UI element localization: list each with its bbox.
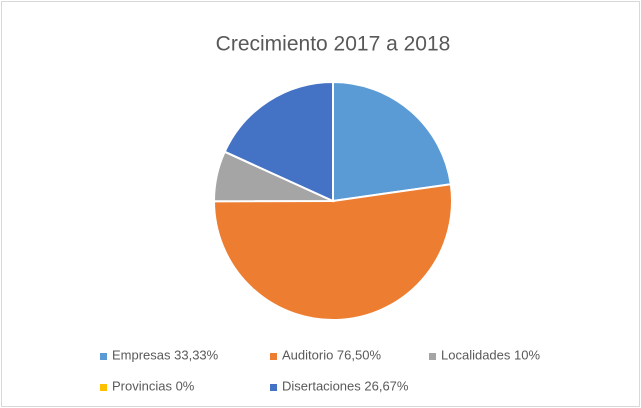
legend-swatch bbox=[429, 353, 436, 360]
legend-swatch bbox=[100, 384, 107, 391]
legend-swatch bbox=[270, 353, 277, 360]
pie-slice bbox=[332, 80, 452, 203]
legend-label: Localidades 10% bbox=[441, 347, 540, 362]
pie-slice bbox=[223, 80, 334, 203]
legend-swatch bbox=[100, 353, 107, 360]
legend-label: Provincias 0% bbox=[112, 378, 195, 393]
chart-title: Crecimiento 2017 a 2018 bbox=[216, 33, 451, 56]
legend-label: Empresas 33,33% bbox=[112, 347, 219, 362]
legend-label: Disertaciones 26,67% bbox=[282, 378, 409, 393]
legend-label: Auditorio 76,50% bbox=[282, 347, 381, 362]
legend-swatch bbox=[270, 384, 277, 391]
pie-slice bbox=[212, 183, 453, 321]
